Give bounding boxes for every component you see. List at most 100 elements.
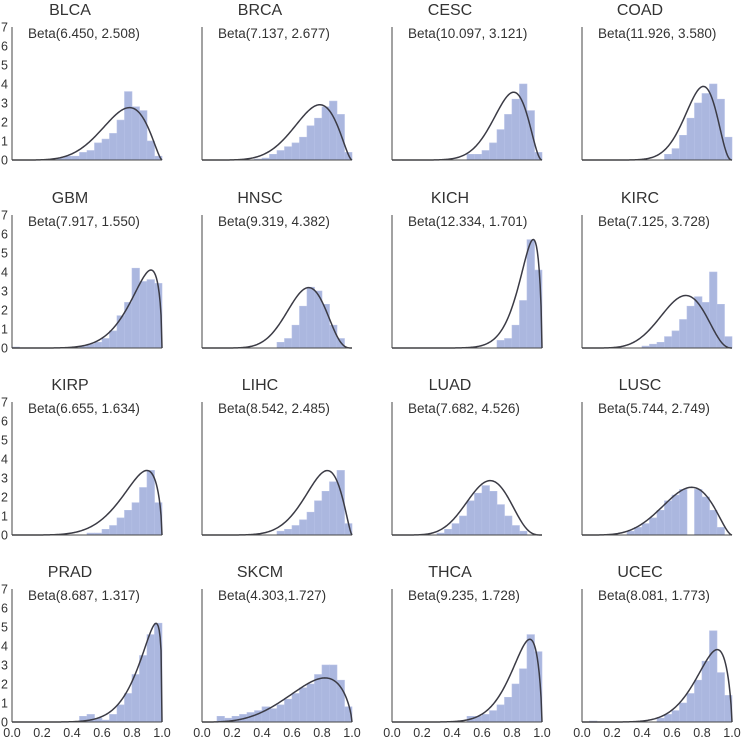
histogram-bar: [131, 267, 140, 349]
panel-ucec: UCEC Beta(8.081, 1.773) 0.0 0.2 0.4 0.6 0.8 1.0: [573, 564, 740, 740]
histogram-bar: [276, 150, 285, 161]
histogram-bar: [321, 106, 330, 161]
histogram-bar: [481, 714, 490, 723]
y-tick-label: 3: [1, 285, 8, 299]
histogram-bar: [291, 324, 300, 349]
y-tick-label: 2: [1, 491, 8, 505]
histogram-bar: [306, 286, 315, 349]
histogram-bar: [116, 704, 125, 723]
panel-kich: KICH Beta(12.334, 1.701): [391, 190, 543, 349]
histogram-bar: [489, 710, 498, 723]
y-tick-label: 0: [1, 154, 8, 168]
histogram-bar: [284, 146, 293, 161]
panel-title: KICH: [431, 190, 469, 207]
histogram-bar: [496, 129, 505, 161]
histogram-bar: [701, 496, 710, 536]
histogram-bar: [284, 338, 293, 349]
histogram-bar: [474, 492, 483, 536]
y-tick-label: 6: [1, 40, 8, 54]
histogram-bar: [146, 470, 155, 536]
histogram-bar: [709, 509, 718, 536]
x-tick-label: 0.8: [313, 726, 330, 740]
histogram-bar: [649, 517, 658, 536]
histogram-bar: [656, 717, 665, 723]
histogram-bar: [519, 83, 528, 161]
histogram-bar: [511, 324, 520, 349]
histogram-bar: [79, 152, 88, 161]
histogram-bar: [86, 150, 95, 161]
histogram-bar: [504, 114, 513, 161]
histogram-bar: [329, 664, 338, 723]
beta-annotation: Beta(9.319, 4.382): [218, 214, 330, 229]
histogram-bar: [694, 102, 703, 161]
histogram-bar: [131, 674, 140, 723]
x-tick-label: 1.0: [343, 726, 360, 740]
histogram-bar: [664, 154, 673, 161]
histogram-bar: [139, 281, 148, 349]
beta-annotation: Beta(8.687, 1.317): [28, 588, 140, 603]
panel-title: SKCM: [237, 564, 283, 581]
histogram-bar: [679, 702, 688, 723]
histogram-bar: [109, 133, 118, 161]
y-tick-label: 7: [1, 21, 8, 35]
histogram-bar: [466, 154, 475, 161]
histogram-bar: [329, 100, 338, 161]
x-tick-label: 0.8: [503, 726, 520, 740]
histogram-bar: [291, 142, 300, 161]
panel-title: CESC: [428, 2, 472, 19]
histogram-bar: [459, 515, 468, 536]
histogram-bar: [444, 528, 453, 536]
histogram-bar: [124, 509, 133, 536]
histogram-bar: [94, 341, 103, 349]
histogram-bar: [511, 98, 520, 161]
histogram-bar: [284, 698, 293, 723]
histogram-bar: [291, 525, 300, 536]
histogram-bar: [299, 305, 308, 349]
x-tick-label: 0.6: [283, 726, 300, 740]
histogram-bar: [306, 683, 315, 723]
histogram-bar: [511, 683, 520, 723]
beta-fit-curve: [202, 677, 353, 723]
histogram-bar: [116, 517, 125, 536]
panel-title: BRCA: [238, 2, 283, 19]
x-tick-label: 0.4: [63, 726, 80, 740]
histogram-bar: [124, 693, 133, 723]
y-tick-label: 4: [1, 453, 8, 467]
histogram-bar: [694, 489, 703, 536]
histogram-bar: [694, 679, 703, 723]
histogram-bar: [276, 341, 285, 349]
histogram-bar: [146, 279, 155, 349]
histogram-bar: [299, 136, 308, 161]
histogram-bar: [109, 330, 118, 349]
beta-annotation: Beta(8.081, 1.773): [598, 588, 710, 603]
histogram-bar: [299, 687, 308, 723]
histogram-bar: [336, 114, 345, 161]
panel-title: COAD: [617, 2, 663, 19]
y-tick-label: 0: [1, 716, 8, 730]
histogram-bar: [716, 527, 725, 536]
histogram-bar: [131, 502, 140, 536]
histogram-bar: [314, 674, 323, 723]
x-tick-label: 0.2: [33, 726, 50, 740]
histogram-bar: [466, 500, 475, 536]
x-tick-label: 1.0: [723, 726, 740, 740]
y-tick-label: 2: [1, 678, 8, 692]
panel-title: HNSC: [237, 190, 282, 207]
histogram-bar: [269, 708, 278, 723]
histogram-bar: [306, 511, 315, 536]
histogram-bar: [686, 117, 695, 161]
histogram-bar: [276, 530, 285, 536]
histogram-bar: [124, 91, 133, 161]
panel-gbm: GBM Beta(7.917, 1.550) 0 1 2 3 4 5 6 7: [1, 190, 163, 356]
histogram-bar: [701, 660, 710, 723]
histogram-bar: [116, 315, 125, 349]
histogram-bar: [101, 138, 110, 161]
histogram-bar: [511, 525, 520, 536]
histogram-bar: [634, 527, 643, 536]
histogram-bar: [321, 490, 330, 536]
panel-title: BLCA: [49, 2, 91, 19]
y-tick-label: 0: [1, 529, 8, 543]
x-tick-label: 0.2: [223, 726, 240, 740]
y-tick-label: 7: [1, 583, 8, 597]
y-tick-label: 0: [1, 342, 8, 356]
